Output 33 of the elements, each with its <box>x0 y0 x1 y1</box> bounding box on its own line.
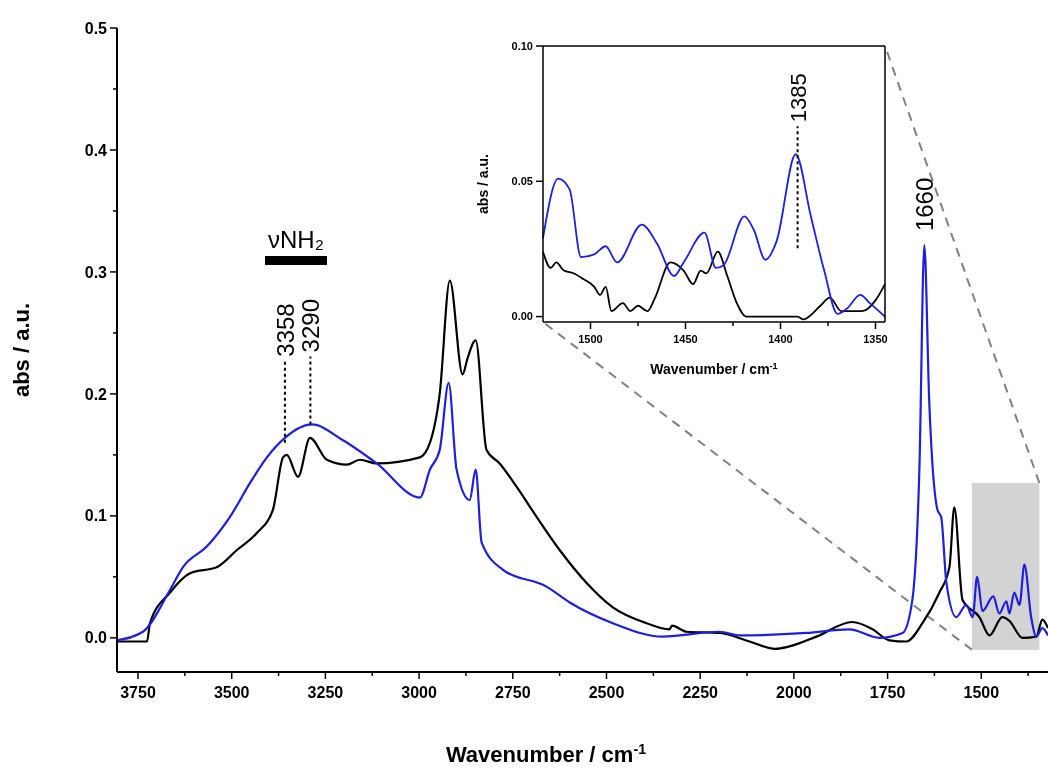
x-tick-label: 3750 <box>120 684 156 701</box>
x-tick-label: 1400 <box>768 333 793 345</box>
y-tick-label: 0.05 <box>511 175 533 188</box>
x-tick-label: 2750 <box>494 684 531 701</box>
annotation: 1385 <box>785 73 811 123</box>
y-tick-label: 0.5 <box>84 19 108 37</box>
y-tick-label: 0.0 <box>84 629 108 647</box>
y-tick-label: 0.00 <box>511 310 533 323</box>
y-tick-label: 0.1 <box>84 507 108 525</box>
y-tick-label: 0.3 <box>84 263 108 281</box>
x-tick-label: 3250 <box>307 684 344 701</box>
x-tick-label: 2500 <box>588 684 625 701</box>
x-axis-title: Wavenumber / cm$^{-1}$ <box>650 361 778 377</box>
x-tick-label: 1450 <box>673 333 698 345</box>
x-tick-label: 1500 <box>963 684 1000 701</box>
y-tick-label: 0.4 <box>84 141 108 159</box>
x-tick-label: 3000 <box>401 684 437 701</box>
x-tick-label: 1750 <box>869 684 906 701</box>
x-axis-title: Wavenumber / cm$^{-1}$ <box>445 741 647 767</box>
annotation: 3290 <box>297 299 325 353</box>
line-series <box>542 153 886 318</box>
annotation: 3358 <box>271 303 299 357</box>
x-tick-label: 1500 <box>578 333 603 345</box>
annotation: 1660 <box>910 177 938 232</box>
y-axis-title: abs / a.u. <box>9 302 34 398</box>
x-tick-label: 3500 <box>213 684 250 701</box>
annotation: νNH₂ <box>268 226 324 253</box>
y-tick-label: 0.2 <box>84 385 108 403</box>
y-tick-label: 0.10 <box>511 39 533 52</box>
x-tick-label: 2250 <box>682 684 719 701</box>
x-tick-label: 1350 <box>863 333 888 345</box>
x-tick-label: 2000 <box>776 684 812 701</box>
y-axis-title: abs / a.u. <box>475 154 491 214</box>
